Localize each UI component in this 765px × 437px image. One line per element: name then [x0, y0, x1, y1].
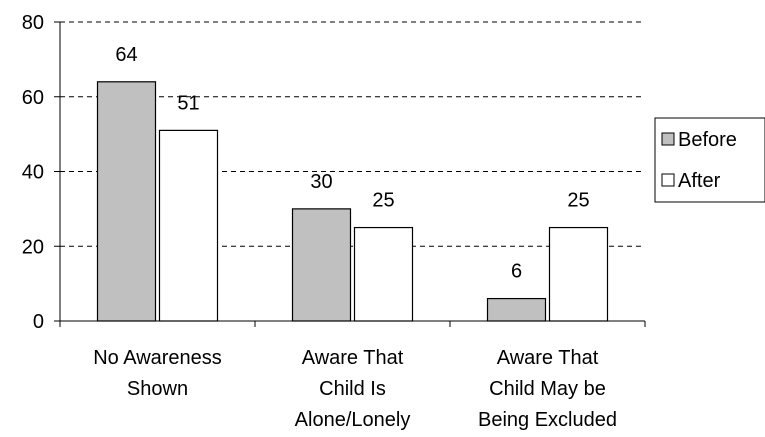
bar-before-2: [486, 297, 547, 322]
y-tick-label: 20: [22, 236, 44, 258]
legend-box: [654, 117, 765, 203]
legend-label-before: Before: [678, 129, 737, 151]
y-axis: 0 20 40 60 80: [22, 12, 61, 333]
y-tick-label: 0: [33, 311, 44, 333]
bars: [96, 81, 609, 322]
x-category-label: No Awareness Shown: [93, 347, 222, 400]
data-label: 64: [115, 44, 137, 66]
x-category-label: Aware That Child Is Alone/Lonely: [295, 347, 411, 431]
bar-after-1: [353, 226, 414, 322]
y-tick-label: 40: [22, 162, 44, 184]
legend-label-after: After: [678, 170, 721, 192]
y-tick-label: 80: [22, 12, 44, 34]
data-labels: 64 30 6 51 25 25: [115, 44, 589, 283]
legend-swatch-after: [661, 173, 675, 187]
bar-before-1: [291, 208, 352, 322]
data-label: 6: [511, 261, 522, 283]
bar-before-0: [96, 81, 157, 322]
x-axis: No Awareness Shown Aware That Child Is Alone…: [59, 320, 646, 431]
gridlines: [60, 21, 645, 247]
data-label: 25: [372, 190, 394, 212]
legend: Before After: [654, 117, 765, 203]
y-tick-label: 60: [22, 87, 44, 109]
bar-after-0: [158, 129, 219, 322]
x-category-label: Aware That Child May be Being Excluded: [478, 347, 617, 431]
data-label: 30: [310, 171, 332, 193]
data-label: 25: [567, 190, 589, 212]
legend-swatch-before: [661, 132, 675, 146]
data-label: 51: [177, 92, 199, 114]
bar-after-2: [548, 226, 609, 322]
